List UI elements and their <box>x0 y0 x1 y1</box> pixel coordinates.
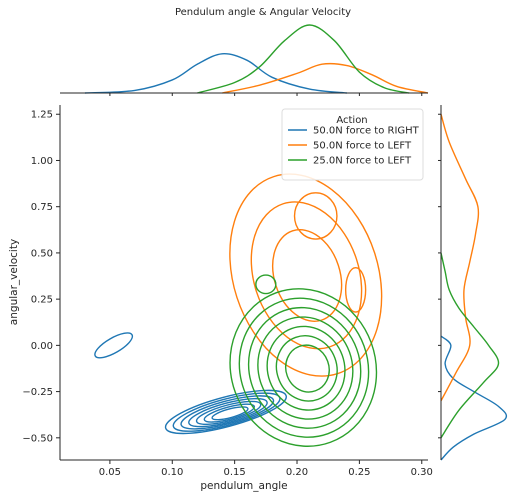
contour-line <box>255 274 277 295</box>
contour-line <box>229 173 383 377</box>
chart-title: Pendulum angle & Angular Velocity <box>175 7 351 18</box>
x-tick-label: 0.05 <box>99 467 121 478</box>
contour-line <box>180 395 275 430</box>
legend-title: Action <box>336 115 367 126</box>
marginal-x-50-0n-force-to-left <box>222 62 429 94</box>
legend-label: 25.0N force to LEFT <box>313 156 412 167</box>
axes-layer: 0.05 0.10 0.15 0.20 0.25 0.30 −0.50 −0.25 0.00 0.… <box>22 92 442 478</box>
contour-line <box>257 316 354 420</box>
legend-label: 50.0N force to RIGHT <box>313 126 420 137</box>
y-tick-label: 0.75 <box>31 202 53 213</box>
marginal-x-25-0n-force-to-left <box>197 24 410 94</box>
contour-line <box>195 400 262 426</box>
y-tick-label: −0.25 <box>22 387 53 398</box>
contour-line <box>284 344 330 393</box>
y-tick-label: 1.00 <box>31 156 53 167</box>
x-tick-label: 0.20 <box>286 467 308 478</box>
marginal-layer <box>84 24 508 461</box>
contour-line <box>164 389 287 435</box>
marginal-y-25-0n-force-to-left <box>440 252 500 439</box>
legend-label: 50.0N force to LEFT <box>313 141 412 152</box>
contour-line <box>293 192 338 240</box>
y-tick-label: 0.25 <box>31 295 53 306</box>
contour-line <box>250 201 363 350</box>
contour-line <box>229 288 378 447</box>
x-tick-label: 0.15 <box>224 467 246 478</box>
contour-line <box>94 332 134 359</box>
y-tick-label: 1.25 <box>31 110 53 121</box>
marginal-y-50-0n-force-to-left <box>440 114 480 402</box>
contour-line <box>275 335 338 402</box>
contour-line <box>203 403 256 423</box>
contour-line <box>238 297 370 438</box>
contour-layer <box>94 173 383 447</box>
x-tick-label: 0.30 <box>411 467 433 478</box>
series-25-0n-force-to-left <box>229 274 378 447</box>
x-tick-label: 0.25 <box>348 467 370 478</box>
marginal-x-50-0n-force-to-right <box>84 53 347 94</box>
contour-line <box>247 306 362 429</box>
contour-line <box>266 325 346 411</box>
y-tick-label: −0.50 <box>22 433 53 444</box>
legend: Action 50.0N force to RIGHT 50.0N force t… <box>281 108 424 181</box>
contour-line <box>188 397 268 428</box>
x-tick-label: 0.10 <box>161 467 183 478</box>
marginal-y-50-0n-force-to-right <box>440 335 508 461</box>
y-axis-label: angular_velocity <box>8 239 20 325</box>
series-50-0n-force-to-right <box>94 332 287 435</box>
y-tick-label: 0.50 <box>31 248 53 259</box>
y-tick-label: 0.00 <box>31 341 53 352</box>
contour-line <box>211 406 249 421</box>
legend-box <box>281 108 424 181</box>
contour-line <box>344 267 367 313</box>
x-axis-label: pendulum_angle <box>200 480 287 492</box>
series-50-0n-force-to-left <box>229 173 383 377</box>
